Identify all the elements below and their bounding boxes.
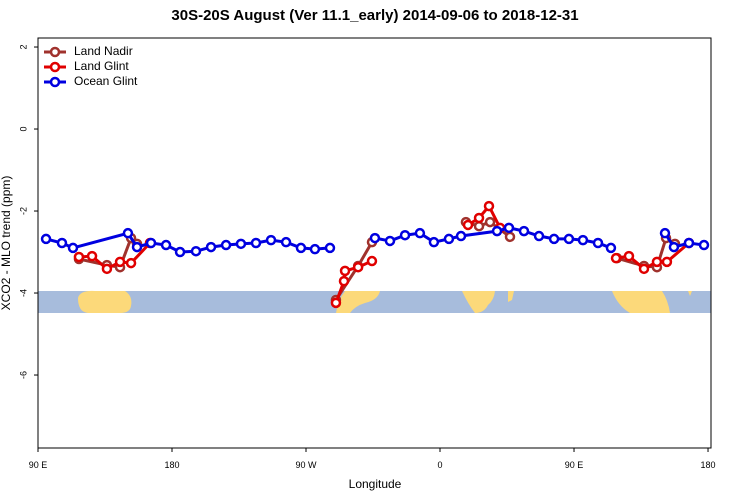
x-tick-label: 180 bbox=[701, 460, 716, 470]
point bbox=[484, 216, 496, 228]
point bbox=[473, 220, 485, 232]
point bbox=[659, 227, 671, 239]
point bbox=[73, 251, 85, 263]
point bbox=[125, 257, 137, 269]
x-axis-label: Longitude bbox=[349, 477, 402, 491]
legend-label: Land Nadir bbox=[74, 44, 133, 58]
point bbox=[518, 225, 530, 237]
point bbox=[443, 233, 455, 245]
y-tick-label: 2 bbox=[18, 45, 28, 50]
point bbox=[330, 297, 342, 309]
point bbox=[309, 243, 321, 255]
y-axis-label: XCO2 - MLO trend (ppm) bbox=[0, 176, 13, 311]
point bbox=[698, 239, 710, 251]
chart-title: 30S-20S August (Ver 11.1_early) 2014-09-… bbox=[171, 7, 578, 24]
x-tick-label: 180 bbox=[164, 460, 179, 470]
x-tick-label: 90 E bbox=[29, 460, 48, 470]
point bbox=[462, 219, 474, 231]
point bbox=[610, 252, 622, 264]
point bbox=[483, 200, 495, 212]
point bbox=[205, 241, 217, 253]
point bbox=[668, 241, 680, 253]
legend-label: Land Glint bbox=[74, 59, 129, 73]
point bbox=[220, 239, 232, 251]
point bbox=[86, 250, 98, 262]
point bbox=[265, 234, 277, 246]
point bbox=[491, 225, 503, 237]
point bbox=[250, 237, 262, 249]
x-tick-label: 90 W bbox=[296, 460, 318, 470]
point bbox=[338, 275, 350, 287]
point bbox=[174, 246, 186, 258]
x-tick-label: 0 bbox=[438, 460, 443, 470]
point bbox=[651, 256, 663, 268]
point bbox=[101, 263, 113, 275]
point bbox=[145, 237, 157, 249]
point bbox=[563, 233, 575, 245]
point bbox=[40, 233, 52, 245]
series-line bbox=[78, 203, 690, 304]
point bbox=[455, 230, 467, 242]
point bbox=[114, 256, 126, 268]
y-tick-label: 0 bbox=[18, 127, 28, 132]
point bbox=[623, 250, 635, 262]
point bbox=[503, 222, 515, 234]
point bbox=[605, 242, 617, 254]
y-tick-label: -4 bbox=[18, 289, 28, 297]
legend-marker bbox=[49, 76, 61, 88]
map-strip bbox=[38, 290, 711, 313]
point bbox=[638, 263, 650, 275]
point bbox=[366, 255, 378, 267]
y-tick-label: -6 bbox=[18, 371, 28, 379]
point bbox=[428, 236, 440, 248]
point bbox=[67, 242, 79, 254]
point bbox=[399, 229, 411, 241]
point bbox=[190, 245, 202, 257]
plot-frame bbox=[37, 37, 712, 449]
point bbox=[414, 227, 426, 239]
point bbox=[324, 242, 336, 254]
x-tick-label: 90 E bbox=[565, 460, 584, 470]
point bbox=[235, 238, 247, 250]
legend-label: Ocean Glint bbox=[74, 74, 138, 88]
point bbox=[577, 234, 589, 246]
point bbox=[661, 256, 673, 268]
point bbox=[160, 239, 172, 251]
point bbox=[533, 230, 545, 242]
point bbox=[504, 231, 516, 243]
point bbox=[339, 265, 351, 277]
point bbox=[295, 242, 307, 254]
point bbox=[369, 232, 381, 244]
point bbox=[56, 237, 68, 249]
legend-marker bbox=[49, 61, 61, 73]
point bbox=[352, 261, 364, 273]
point bbox=[683, 237, 695, 249]
y-tick-label: -2 bbox=[18, 207, 28, 215]
point bbox=[131, 241, 143, 253]
point bbox=[473, 212, 485, 224]
point bbox=[548, 233, 560, 245]
legend-marker bbox=[49, 46, 61, 58]
point bbox=[280, 236, 292, 248]
point bbox=[592, 237, 604, 249]
point bbox=[122, 227, 134, 239]
point bbox=[384, 235, 396, 247]
